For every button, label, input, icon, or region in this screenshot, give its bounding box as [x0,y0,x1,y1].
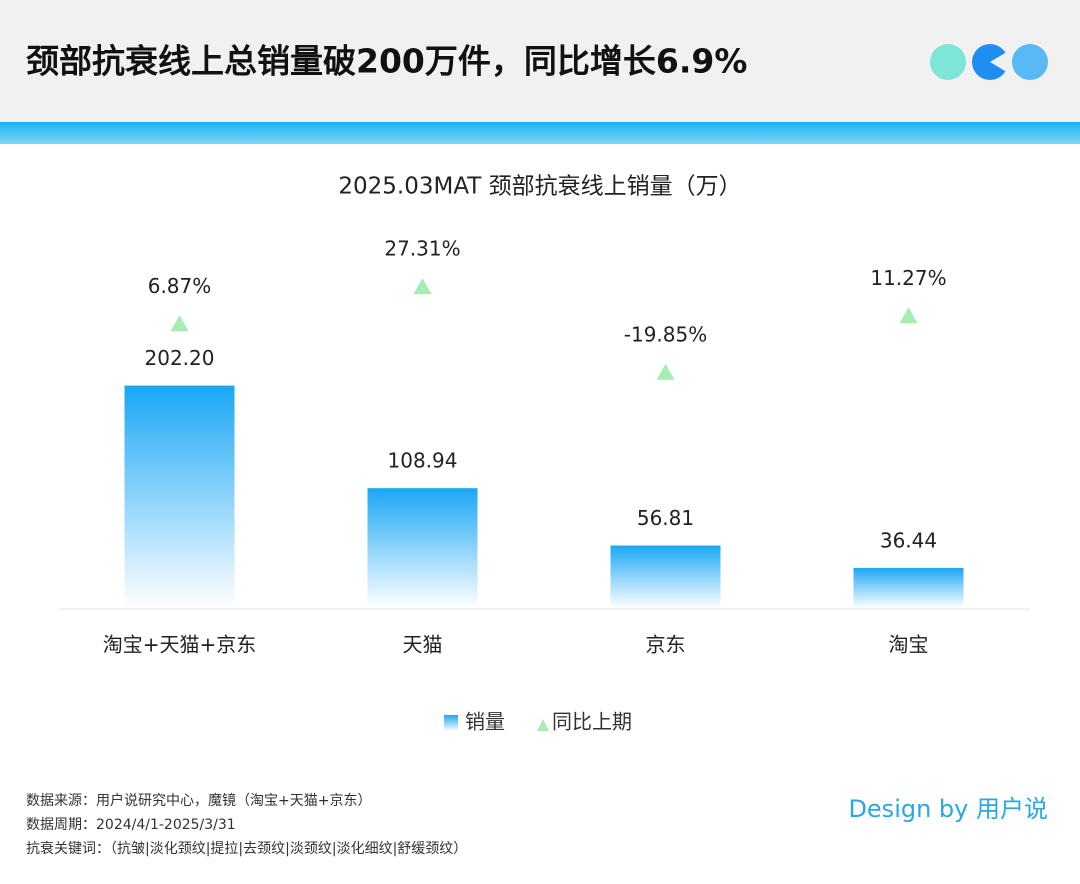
legend-bar-swatch [444,715,458,731]
growth-label: 6.87% [148,274,212,298]
chart-title: 2025.03MAT 颈部抗衰线上销量（万） [338,174,741,200]
credit: Design by 用户说 [848,795,1048,823]
growth-label: 27.31% [384,237,460,261]
bar-value-label: 202.20 [145,346,215,370]
growth-marker [656,363,675,380]
bar-value-label: 36.44 [880,528,937,552]
bar [610,545,721,608]
header-bg [0,0,1080,122]
x-tick-label: 淘宝+天猫+京东 [103,633,257,657]
growth-marker [413,278,432,295]
footer-note: 抗衰关键词：（抗皱|淡化颈纹|提拉|去颈纹|淡颈纹|淡化细纹|舒缓颈纹） [26,840,467,857]
footer-note: 数据周期：2024/4/1-2025/3/31 [26,817,236,833]
bar [124,385,235,608]
growth-label: -19.85% [624,322,707,346]
x-tick-label: 淘宝 [889,633,929,657]
legend: 销量 同比上期 [444,710,632,734]
logo [930,44,1048,80]
bar [367,488,478,608]
x-tick-label: 天猫 [403,633,443,657]
bar-value-label: 56.81 [637,506,694,530]
bar [853,567,964,608]
bar-value-label: 108.94 [388,449,458,473]
growth-marker [170,315,189,332]
x-tick-label: 京东 [646,633,686,657]
legend-label: 同比上期 [552,710,632,734]
footer-note: 数据来源：用户说研究中心，魔镜（淘宝+天猫+京东） [26,792,371,809]
growth-marker [899,307,918,324]
header-title: 颈部抗衰线上总销量破200万件，同比增长6.9% [26,42,747,81]
legend-triangle-swatch [537,719,549,731]
header-stripe [0,122,1080,144]
legend-label: 销量 [465,710,505,734]
growth-label: 11.27% [870,266,946,290]
